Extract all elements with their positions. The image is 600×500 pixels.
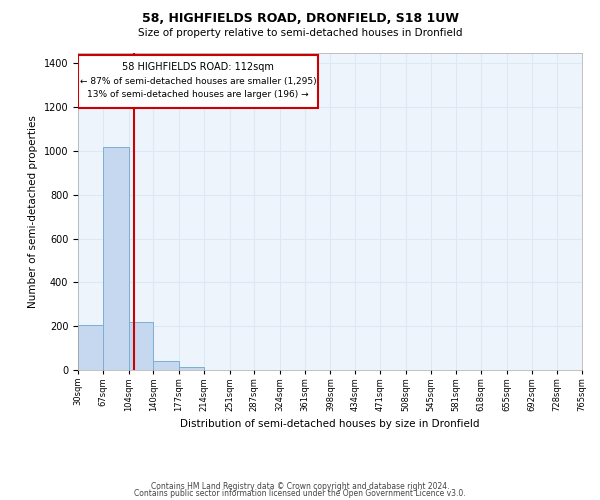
Text: 13% of semi-detached houses are larger (196) →: 13% of semi-detached houses are larger (… xyxy=(87,90,309,100)
Text: ← 87% of semi-detached houses are smaller (1,295): ← 87% of semi-detached houses are smalle… xyxy=(80,77,316,86)
X-axis label: Distribution of semi-detached houses by size in Dronfield: Distribution of semi-detached houses by … xyxy=(180,419,480,429)
Bar xyxy=(179,366,204,370)
FancyBboxPatch shape xyxy=(78,54,318,108)
Bar xyxy=(78,325,103,370)
Text: 58 HIGHFIELDS ROAD: 112sqm: 58 HIGHFIELDS ROAD: 112sqm xyxy=(122,62,274,72)
Text: 58, HIGHFIELDS ROAD, DRONFIELD, S18 1UW: 58, HIGHFIELDS ROAD, DRONFIELD, S18 1UW xyxy=(142,12,458,26)
Text: Contains HM Land Registry data © Crown copyright and database right 2024.: Contains HM Land Registry data © Crown c… xyxy=(151,482,449,491)
Bar xyxy=(103,146,129,370)
Text: Contains public sector information licensed under the Open Government Licence v3: Contains public sector information licen… xyxy=(134,489,466,498)
Y-axis label: Number of semi-detached properties: Number of semi-detached properties xyxy=(28,115,38,308)
Bar xyxy=(129,322,154,370)
Text: Size of property relative to semi-detached houses in Dronfield: Size of property relative to semi-detach… xyxy=(138,28,462,38)
Bar xyxy=(154,361,179,370)
